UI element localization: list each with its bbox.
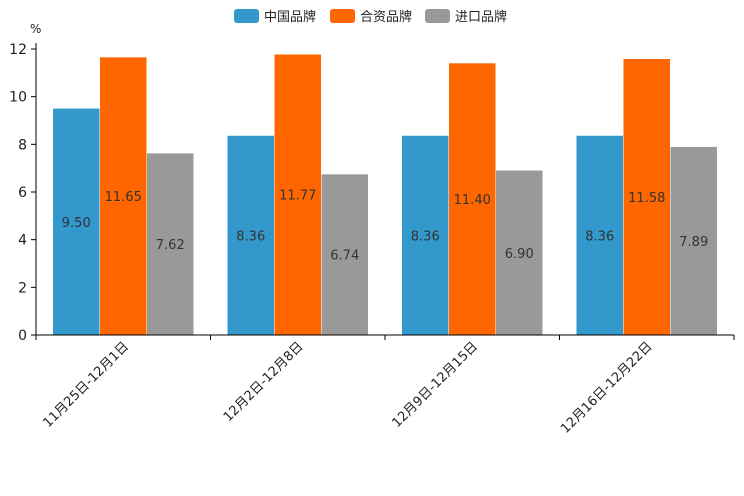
bar	[321, 174, 368, 335]
bar-value-label: 7.89	[679, 235, 708, 250]
x-category-label: 11月25日-12月1日	[40, 339, 132, 431]
bars: 9.50 11.65 7.62 8.36 11.77 6.74 8.36 11.40 6.90 8…	[53, 54, 717, 336]
bar	[53, 108, 100, 335]
legend-label: 进口品牌	[455, 9, 507, 25]
y-tick-label: 6	[18, 185, 27, 201]
bar-value-label: 8.36	[585, 229, 614, 244]
bar-value-label: 11.65	[105, 190, 142, 205]
x-category-label: 12月2日-12月8日	[221, 339, 307, 425]
bar-value-label: 11.40	[454, 193, 491, 208]
y-tick-label: 12	[9, 42, 27, 58]
legend-swatch	[330, 9, 355, 23]
y-tick-label: 8	[18, 137, 27, 153]
legend-swatch	[425, 9, 450, 23]
bar-value-label: 11.58	[628, 191, 665, 206]
y-axis-unit-label: %	[30, 22, 41, 36]
bar	[402, 135, 449, 335]
x-category-label: 12月16日-12月22日	[558, 339, 655, 436]
bar	[496, 170, 543, 335]
bar-value-label: 8.36	[411, 229, 440, 244]
x-axis: 11月25日-12月1日 12月2日-12月8日 12月9日-12月15日 12月16…	[35, 334, 735, 437]
y-tick-label: 0	[18, 328, 27, 344]
bar-value-label: 9.50	[62, 216, 91, 231]
bar-value-label: 6.90	[505, 247, 534, 262]
y-axis: 0 2 4 6 8 10 12	[9, 42, 37, 344]
bar	[576, 135, 623, 335]
legend-label: 中国品牌	[264, 9, 316, 25]
y-tick-label: 2	[18, 280, 27, 296]
bar	[670, 146, 717, 335]
y-tick-label: 10	[9, 90, 27, 106]
legend-swatch	[234, 9, 259, 23]
x-category-label: 12月9日-12月15日	[389, 339, 481, 431]
legend: 中国品牌 合资品牌 进口品牌	[234, 9, 507, 25]
bar	[623, 59, 670, 335]
bar	[449, 63, 496, 336]
bar	[100, 57, 147, 335]
bar	[274, 54, 321, 336]
bar	[147, 153, 194, 335]
bar-value-label: 11.77	[279, 189, 316, 204]
bar-value-label: 6.74	[330, 249, 359, 264]
bar-value-label: 8.36	[236, 229, 265, 244]
legend-label: 合资品牌	[360, 9, 412, 25]
y-tick-label: 4	[18, 233, 27, 249]
bar-value-label: 7.62	[156, 238, 185, 253]
bar	[227, 135, 274, 335]
